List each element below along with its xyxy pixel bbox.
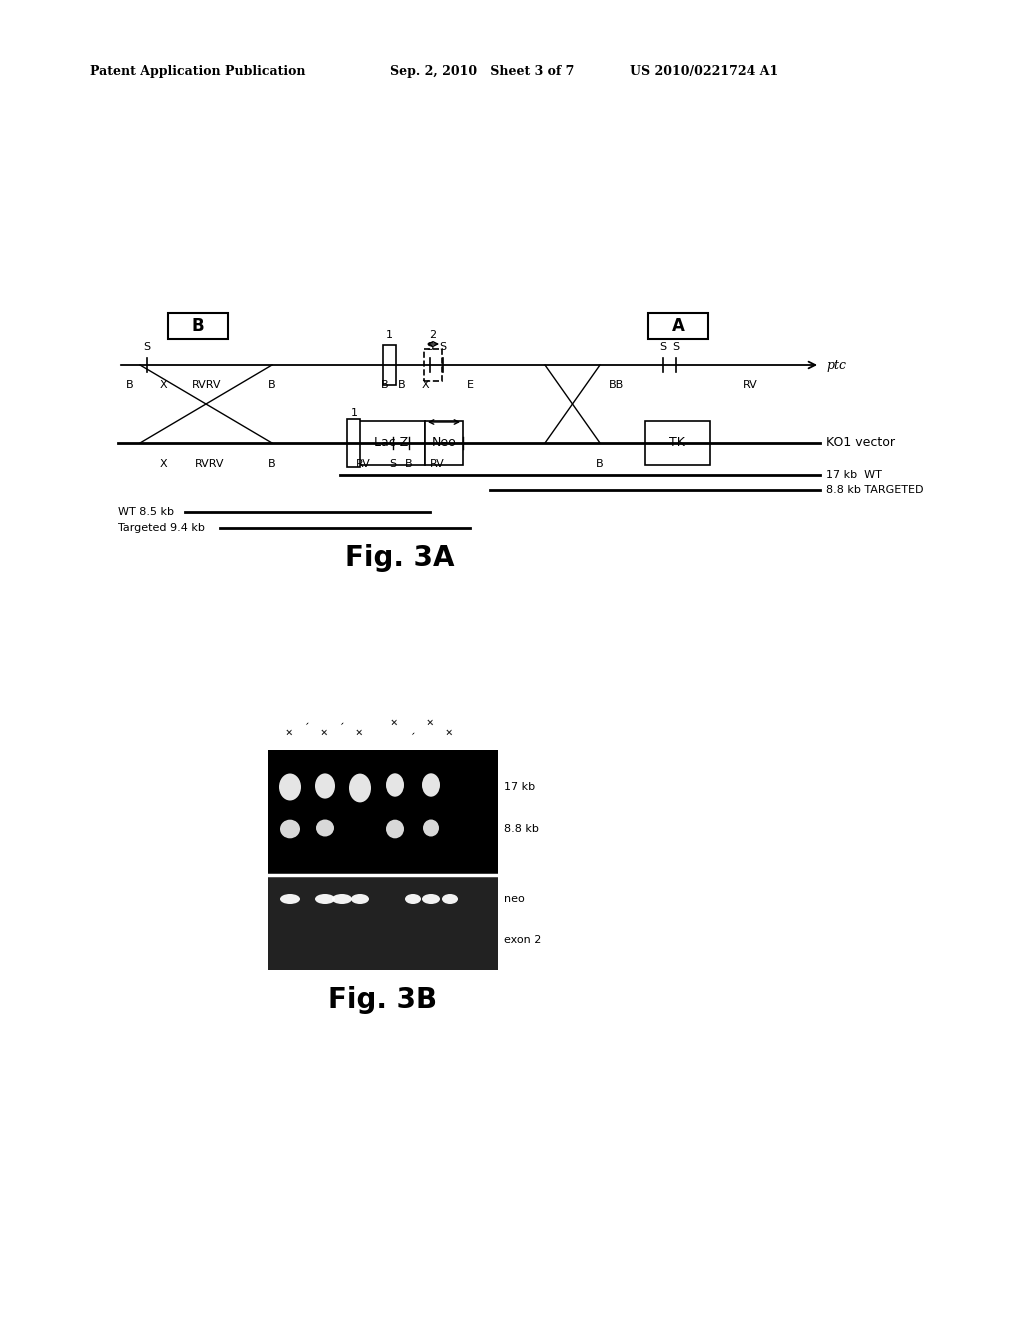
Bar: [383, 345, 396, 385]
Text: KO1 vector: KO1 vector: [826, 437, 895, 450]
Ellipse shape: [351, 894, 369, 904]
Text: +: +: [284, 725, 297, 738]
Text: X: X: [421, 380, 429, 389]
Text: -: -: [409, 729, 418, 738]
Text: 17 kb  WT: 17 kb WT: [826, 470, 882, 480]
Text: +: +: [353, 725, 367, 738]
Text: X: X: [159, 459, 167, 469]
Text: S: S: [426, 342, 433, 352]
Text: +: +: [424, 715, 437, 729]
Text: Neo: Neo: [432, 437, 457, 450]
Ellipse shape: [279, 774, 301, 800]
Text: E: E: [467, 380, 473, 389]
Text: -: -: [302, 718, 312, 729]
Text: 1: 1: [350, 408, 357, 418]
Text: Lac Z: Lac Z: [374, 437, 409, 450]
Text: B: B: [268, 459, 275, 469]
Ellipse shape: [422, 774, 440, 797]
Ellipse shape: [406, 894, 421, 904]
Text: RV: RV: [742, 380, 758, 389]
Text: S: S: [659, 342, 667, 352]
Text: -: -: [337, 718, 347, 729]
Bar: [347, 418, 360, 467]
Text: BB: BB: [609, 380, 625, 389]
Text: neo: neo: [504, 894, 524, 904]
Ellipse shape: [315, 774, 335, 799]
Ellipse shape: [442, 894, 458, 904]
Ellipse shape: [386, 774, 404, 797]
Ellipse shape: [316, 820, 334, 837]
Text: ptc: ptc: [826, 359, 846, 371]
Text: Fig. 3A: Fig. 3A: [345, 544, 455, 572]
Bar: [358, 421, 425, 465]
Text: RVRV: RVRV: [193, 380, 222, 389]
Bar: [268, 750, 498, 875]
Text: B: B: [406, 459, 413, 469]
Bar: [268, 875, 498, 970]
Text: B: B: [126, 380, 134, 389]
Ellipse shape: [386, 820, 404, 838]
Bar: [645, 421, 710, 465]
Text: B: B: [268, 380, 275, 389]
Text: 8.8 kb TARGETED: 8.8 kb TARGETED: [826, 484, 924, 495]
Text: Sep. 2, 2010   Sheet 3 of 7: Sep. 2, 2010 Sheet 3 of 7: [390, 66, 574, 78]
Text: X: X: [159, 380, 167, 389]
Ellipse shape: [280, 894, 300, 904]
Bar: [168, 313, 228, 339]
Ellipse shape: [422, 894, 440, 904]
Text: B: B: [398, 380, 406, 389]
Text: +: +: [318, 725, 332, 738]
Text: +: +: [388, 715, 401, 729]
Text: Fig. 3B: Fig. 3B: [329, 986, 437, 1014]
Ellipse shape: [332, 894, 352, 904]
Text: S: S: [143, 342, 151, 352]
Bar: [648, 313, 708, 339]
Text: Targeted 9.4 kb: Targeted 9.4 kb: [118, 523, 205, 533]
Text: RVRV: RVRV: [196, 459, 224, 469]
Text: exon 2: exon 2: [504, 935, 542, 945]
Text: S: S: [439, 342, 446, 352]
Text: B: B: [381, 380, 389, 389]
Text: Patent Application Publication: Patent Application Publication: [90, 66, 305, 78]
Text: 17 kb: 17 kb: [504, 781, 536, 792]
Text: A: A: [672, 317, 684, 335]
Text: RV: RV: [430, 459, 444, 469]
Text: WT 8.5 kb: WT 8.5 kb: [118, 507, 174, 517]
Text: S: S: [389, 459, 396, 469]
Text: RV: RV: [355, 459, 371, 469]
Ellipse shape: [315, 894, 335, 904]
Text: 8.8 kb: 8.8 kb: [504, 824, 539, 834]
Bar: [424, 348, 442, 381]
Ellipse shape: [349, 774, 371, 803]
Ellipse shape: [280, 820, 300, 838]
Bar: [425, 421, 463, 465]
Text: US 2010/0221724 A1: US 2010/0221724 A1: [630, 66, 778, 78]
Text: S: S: [673, 342, 680, 352]
Ellipse shape: [423, 820, 439, 837]
Text: B: B: [596, 459, 604, 469]
Text: +: +: [443, 725, 457, 738]
Text: TK: TK: [669, 437, 685, 450]
Text: 1: 1: [386, 330, 393, 341]
Text: B: B: [191, 317, 205, 335]
Text: 2: 2: [429, 330, 436, 341]
